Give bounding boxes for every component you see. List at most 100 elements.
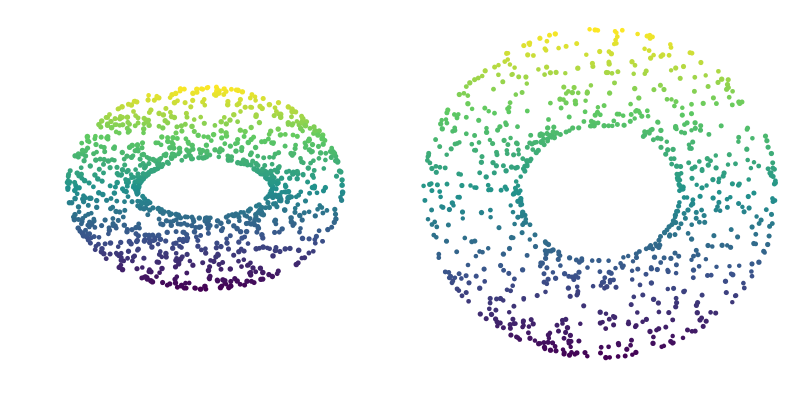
scatter-point bbox=[427, 160, 433, 166]
scatter-point bbox=[632, 116, 637, 121]
scatter-point bbox=[219, 283, 225, 289]
scatter-point bbox=[672, 232, 678, 238]
scatter-point bbox=[647, 55, 654, 61]
scatter-point bbox=[120, 122, 126, 128]
scatter-point bbox=[247, 216, 253, 222]
scatter-point bbox=[155, 241, 161, 247]
scatter-point bbox=[170, 245, 176, 251]
scatter-point bbox=[478, 159, 485, 165]
scatter-point bbox=[179, 245, 184, 250]
scatter-point bbox=[467, 80, 473, 86]
scatter-point bbox=[156, 216, 162, 222]
scatter-point bbox=[611, 277, 616, 283]
scatter-point bbox=[103, 256, 109, 262]
scatter-point bbox=[228, 278, 234, 284]
scatter-point bbox=[275, 126, 281, 132]
scatter-point bbox=[615, 354, 621, 359]
scatter-point bbox=[672, 123, 679, 130]
scatter-point bbox=[437, 189, 443, 194]
scatter-point bbox=[746, 205, 752, 211]
scatter-point bbox=[516, 74, 522, 80]
scatter-point bbox=[268, 128, 274, 134]
scatter-point bbox=[108, 206, 114, 212]
scatter-point bbox=[159, 254, 165, 260]
scatter-point bbox=[212, 147, 218, 153]
scatter-point bbox=[736, 263, 742, 268]
scatter-point bbox=[553, 69, 559, 75]
scatter-point bbox=[282, 143, 288, 149]
scatter-point bbox=[699, 167, 705, 172]
scatter-point bbox=[288, 215, 294, 221]
scatter-point bbox=[247, 95, 253, 101]
scatter-point bbox=[643, 316, 650, 323]
scatter-point bbox=[319, 136, 325, 142]
scatter-point bbox=[727, 244, 734, 250]
scatter-point bbox=[487, 295, 493, 301]
scatter-point bbox=[679, 112, 685, 118]
scatter-point bbox=[700, 323, 706, 329]
scatter-point bbox=[628, 112, 634, 117]
scatter-point bbox=[647, 328, 653, 335]
scatter-point bbox=[763, 207, 769, 213]
scatter-point bbox=[205, 84, 211, 90]
scatter-point bbox=[290, 171, 296, 177]
scatter-point bbox=[705, 162, 711, 168]
scatter-point bbox=[317, 150, 324, 156]
scatter-point bbox=[545, 339, 551, 345]
scatter-point bbox=[566, 255, 573, 261]
scatter-point bbox=[306, 137, 313, 143]
scatter-point bbox=[200, 260, 206, 266]
scatter-point bbox=[501, 137, 507, 144]
scatter-point bbox=[140, 265, 145, 270]
scatter-point bbox=[92, 136, 98, 142]
scatter-point bbox=[699, 315, 705, 321]
scatter-point bbox=[632, 324, 638, 330]
scatter-point bbox=[108, 196, 114, 201]
scatter-point bbox=[290, 223, 296, 229]
scatter-point bbox=[134, 143, 140, 148]
scatter-point bbox=[689, 257, 694, 263]
scatter-point bbox=[528, 132, 534, 138]
scatter-point bbox=[439, 126, 445, 132]
scatter-point bbox=[215, 252, 221, 258]
scatter-point bbox=[756, 259, 762, 265]
scatter-point bbox=[438, 194, 443, 200]
scatter-point bbox=[201, 134, 207, 139]
scatter-point bbox=[692, 120, 698, 126]
scatter-point bbox=[238, 109, 243, 114]
scatter-point bbox=[640, 292, 646, 298]
scatter-point bbox=[302, 255, 308, 261]
scatter-point bbox=[96, 234, 102, 240]
scatter-point bbox=[741, 280, 746, 286]
scatter-point bbox=[104, 122, 111, 129]
scatter-point bbox=[107, 183, 113, 189]
scatter-point bbox=[634, 108, 639, 113]
scatter-point bbox=[520, 156, 526, 162]
scatter-point bbox=[668, 45, 674, 50]
scatter-point bbox=[205, 230, 211, 236]
scatter-point bbox=[639, 113, 645, 119]
scatter-point bbox=[522, 168, 528, 174]
scatter-point bbox=[299, 217, 305, 223]
scatter-point bbox=[132, 185, 138, 191]
scatter-point bbox=[242, 128, 248, 135]
scatter-point bbox=[99, 178, 105, 184]
scatter-point bbox=[713, 207, 719, 213]
scatter-point bbox=[237, 96, 243, 103]
scatter-point bbox=[655, 300, 662, 306]
scatter-point bbox=[279, 226, 285, 232]
scatter-point bbox=[505, 57, 511, 62]
scatter-point bbox=[228, 154, 235, 160]
scatter-point bbox=[124, 153, 130, 159]
scatter-point bbox=[729, 102, 735, 108]
scatter-point bbox=[252, 144, 259, 151]
scatter-point bbox=[101, 144, 107, 151]
scatter-point bbox=[674, 171, 680, 177]
scatter-point bbox=[630, 352, 635, 357]
scatter-point bbox=[697, 127, 704, 133]
scatter-point bbox=[724, 196, 730, 202]
scatter-point bbox=[310, 248, 316, 254]
scatter-point bbox=[456, 91, 462, 98]
scatter-point bbox=[716, 189, 722, 195]
scatter-point bbox=[736, 134, 742, 140]
